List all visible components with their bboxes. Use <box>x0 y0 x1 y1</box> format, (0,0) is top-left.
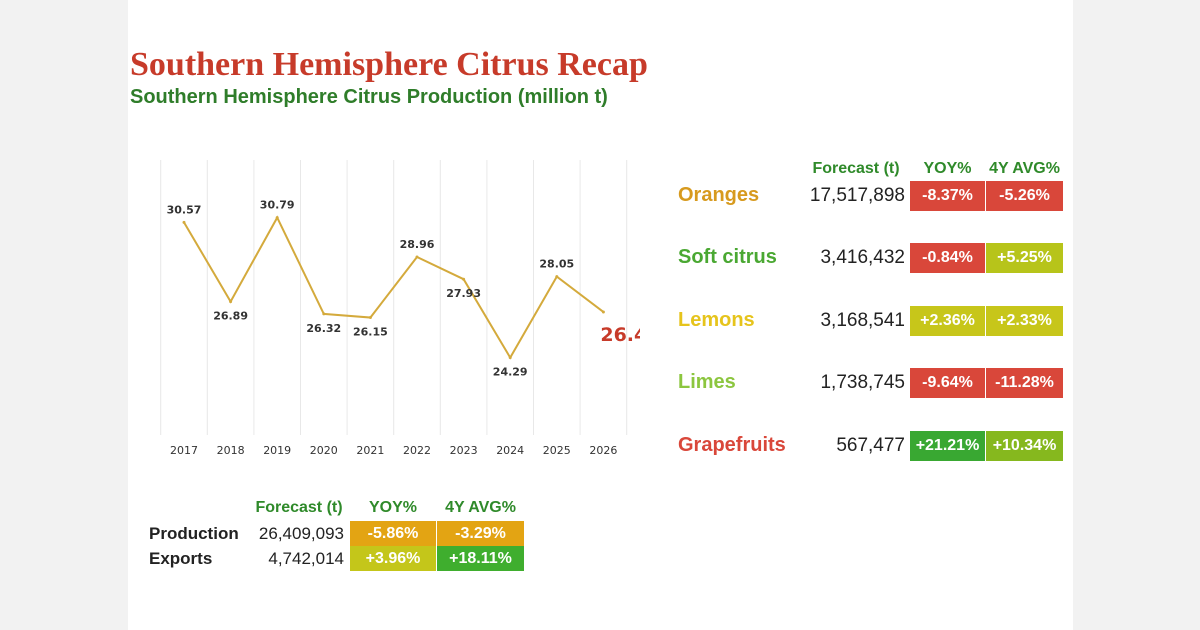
summary-label-exports: Exports <box>149 549 213 568</box>
fruit-avg-soft-citrus: +5.25% <box>986 243 1063 273</box>
data-point-2022 <box>415 255 419 259</box>
fruit-avg-oranges: -5.26% <box>986 181 1063 211</box>
fruit-yoy-oranges: -8.37% <box>910 181 985 211</box>
data-label-2021: 26.15 <box>353 326 388 339</box>
fruit-name-soft-citrus: Soft citrus <box>678 246 777 268</box>
chart-data-labels: 30.57 26.89 30.79 26.32 26.15 28.96 27.93 24.29… <box>167 199 640 379</box>
summary-yoy-production: -5.86% <box>350 521 436 546</box>
data-point-2020 <box>322 312 326 316</box>
fruit-header-forecast: Forecast (t) <box>812 160 900 177</box>
x-tick-2024: 2024 <box>496 444 524 457</box>
summary-avg-production: -3.29% <box>437 521 524 546</box>
x-tick-2017: 2017 <box>170 444 198 457</box>
x-tick-2021: 2021 <box>356 444 384 457</box>
fruit-name-lemons: Lemons <box>678 309 755 331</box>
data-label-2022: 28.96 <box>400 238 435 251</box>
fruit-forecast-lemons: 3,168,541 <box>820 310 905 331</box>
fruit-forecast-limes: 1,738,745 <box>820 372 905 393</box>
fruit-avg-grapefruits: +10.34% <box>986 431 1063 461</box>
data-point-2023 <box>462 277 466 281</box>
chart-subtitle: Southern Hemisphere Citrus Production (m… <box>130 86 608 108</box>
summary-forecast-exports: 4,742,014 <box>268 549 344 568</box>
fruit-avg-lemons: +2.33% <box>986 306 1063 336</box>
summary-header-forecast: Forecast (t) <box>255 499 343 516</box>
fruit-name-oranges: Oranges <box>678 184 760 206</box>
chart-gridlines <box>160 160 628 435</box>
data-point-2024 <box>508 356 512 360</box>
summary-label-production: Production <box>149 524 239 543</box>
fruit-header-avg: 4Y AVG% <box>989 160 1060 177</box>
data-point-2021 <box>368 316 372 320</box>
data-label-2023: 27.93 <box>446 287 481 300</box>
data-point-2025 <box>555 275 559 279</box>
data-label-2018: 26.89 <box>213 310 248 323</box>
fruit-yoy-lemons: +2.36% <box>910 306 985 336</box>
summary-header-yoy: YOY% <box>368 499 417 516</box>
data-label-2017: 30.57 <box>167 203 202 216</box>
data-point-2019 <box>275 216 279 220</box>
production-line-chart: 30.57 26.89 30.79 26.32 26.15 28.96 27.93 24.29… <box>160 160 640 457</box>
summary-avg-exports: +18.11% <box>437 546 524 571</box>
production-series-line <box>183 215 605 360</box>
data-label-latest: 26.41 <box>600 324 640 346</box>
data-point-2026 <box>601 310 605 314</box>
data-point-2017 <box>182 220 186 224</box>
fruit-yoy-grapefruits: +21.21% <box>910 431 985 461</box>
summary-header-avg: 4Y AVG% <box>445 499 516 516</box>
fruit-forecast-soft-citrus: 3,416,432 <box>820 247 905 268</box>
x-tick-2018: 2018 <box>217 444 245 457</box>
fruit-yoy-soft-citrus: -0.84% <box>910 243 985 273</box>
fruit-name-grapefruits: Grapefruits <box>678 434 786 456</box>
x-tick-2026: 2026 <box>589 444 617 457</box>
data-label-2024: 24.29 <box>493 366 528 379</box>
x-tick-2025: 2025 <box>543 444 571 457</box>
fruit-forecast-grapefruits: 567,477 <box>836 435 905 456</box>
chart-x-axis: 2017 2018 2019 2020 2021 2022 2023 2024 2025 2026 <box>170 444 617 457</box>
fruit-header-yoy: YOY% <box>923 160 972 177</box>
chart-points <box>182 216 605 360</box>
data-label-2020: 26.32 <box>306 322 341 335</box>
x-tick-2023: 2023 <box>450 444 478 457</box>
x-tick-2020: 2020 <box>310 444 338 457</box>
x-tick-2019: 2019 <box>263 444 291 457</box>
fruit-avg-limes: -11.28% <box>986 368 1063 398</box>
page-title: Southern Hemisphere Citrus Recap <box>130 46 648 83</box>
data-label-2025: 28.05 <box>539 258 574 271</box>
summary-forecast-production: 26,409,093 <box>258 524 344 543</box>
fruit-name-limes: Limes <box>678 371 736 393</box>
fruit-yoy-limes: -9.64% <box>910 368 985 398</box>
data-label-2019: 30.79 <box>260 199 295 212</box>
summary-yoy-exports: +3.96% <box>350 546 436 571</box>
x-tick-2022: 2022 <box>403 444 431 457</box>
fruit-forecast-oranges: 17,517,898 <box>809 185 905 206</box>
data-point-2018 <box>229 300 233 304</box>
